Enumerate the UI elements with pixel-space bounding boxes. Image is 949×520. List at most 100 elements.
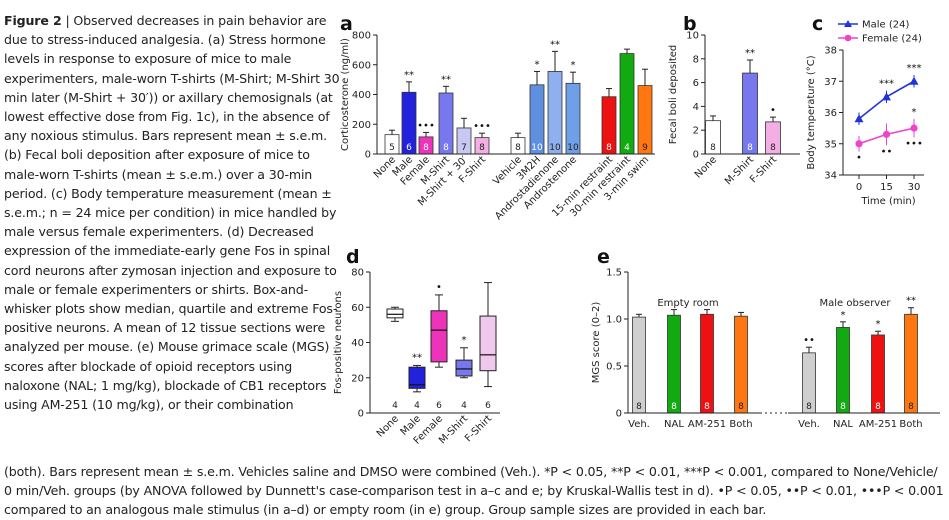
b-y-tick-label: 4	[693, 102, 699, 113]
a-panel-letter: a	[340, 13, 353, 35]
c-panel-letter: c	[812, 13, 823, 35]
b-y-tick-label: 2	[693, 126, 699, 137]
d-y-axis-label: Fos-positive neurons	[333, 291, 344, 394]
d-panel-letter: d	[346, 246, 360, 268]
d-significance: *	[462, 335, 467, 346]
d-y-tick-label: 80	[351, 268, 364, 279]
c-x-axis-label: Time (min)	[860, 196, 915, 207]
d-y-tick-label: 40	[351, 338, 364, 349]
c-significance-dots: •	[856, 153, 862, 164]
figure-caption-bottom: (both). Bars represent mean ± s.e.m. Veh…	[4, 462, 944, 520]
e-sample-size: 8	[636, 402, 642, 412]
e-x-tick-label: Both	[899, 419, 922, 430]
a-sample-size: 8	[423, 143, 429, 153]
d-sample-size: 4	[461, 401, 467, 411]
a-sample-size: 10	[549, 143, 561, 153]
c-y-tick-label: 38	[824, 46, 837, 57]
c-significance: ***	[907, 63, 922, 74]
e-significance: *	[841, 310, 846, 321]
c-legend-label: Male (24)	[862, 20, 909, 31]
b-panel-letter: b	[683, 13, 697, 35]
e-bar	[904, 313, 918, 414]
b-sample-size: 8	[770, 143, 776, 153]
e-group-title: Male observer	[820, 298, 892, 309]
a-y-tick-label: 800	[352, 31, 371, 42]
e-panel-letter: e	[597, 246, 610, 268]
b-y-tick-label: 0	[693, 150, 699, 161]
d-significance-dots: •	[436, 282, 442, 293]
d-box	[386, 308, 404, 319]
b-y-tick-label: 6	[693, 78, 699, 89]
a-y-tick-label: 400	[352, 90, 371, 101]
d-sample-size: 4	[414, 401, 420, 411]
b-x-tick-label: M-Shirt	[723, 154, 756, 187]
a-sample-size: 10	[531, 143, 543, 153]
e-significance: *	[876, 319, 881, 330]
e-sample-size: 8	[806, 402, 812, 412]
a-sample-size: 8	[443, 143, 449, 153]
c-data-point	[855, 140, 863, 148]
e-x-tick-label: NAL	[833, 419, 853, 430]
c-data-point	[910, 124, 918, 132]
e-sample-size: 8	[840, 402, 846, 412]
c-data-point	[854, 114, 864, 123]
caption-bottom-text: (both). Bars represent mean ± s.e.m. Veh…	[4, 464, 944, 518]
c-legend-label: Female (24)	[862, 34, 922, 45]
e-sample-size: 8	[875, 402, 881, 412]
a-sample-size: 8	[606, 143, 612, 153]
e-bar	[836, 327, 850, 414]
figure-caption-side: Figure 2 | Observed decreases in pain be…	[4, 13, 340, 413]
e-x-tick-label: AM-251	[688, 419, 726, 430]
e-bar	[734, 315, 748, 414]
a-y-tick-label: 0	[365, 150, 371, 161]
a-sample-size: 8	[479, 143, 485, 153]
a-bar	[547, 71, 563, 155]
c-significance-dots: •••	[905, 139, 923, 150]
c-legend-marker	[844, 20, 852, 27]
b-significance-dots: •	[770, 105, 776, 116]
a-significance: **	[441, 74, 451, 85]
a-sample-size: 5	[389, 143, 395, 153]
c-y-tick-label: 35	[824, 139, 837, 150]
d-significance: **	[412, 352, 422, 363]
caption-side-text: (a) Stress hormone levels in response to…	[4, 32, 340, 413]
e-significance: **	[906, 296, 916, 307]
e-y-tick-label: 1.0	[606, 315, 622, 326]
a-sample-size: 8	[515, 143, 521, 153]
e-x-tick-label: NAL	[664, 419, 684, 430]
a-significance: *	[571, 60, 576, 71]
e-x-tick-label: AM-251	[859, 419, 897, 430]
b-bar	[742, 72, 758, 155]
e-y-axis-label: MGS score (0–2)	[591, 302, 602, 384]
d-y-tick-label: 20	[351, 373, 364, 384]
c-y-axis-label: Body temperature (°C)	[806, 55, 817, 169]
a-y-tick-label: 600	[352, 60, 371, 71]
c-x-tick-label: 30	[908, 182, 921, 193]
e-bar	[667, 314, 681, 414]
e-sample-size: 8	[671, 402, 677, 412]
c-significance-dots: ••	[881, 146, 893, 157]
c-y-tick-label: 34	[824, 171, 837, 182]
e-bar	[700, 313, 714, 414]
d-x-tick-label: None	[375, 413, 401, 439]
c-significance: ***	[879, 79, 894, 90]
b-y-tick-label: 10	[686, 31, 699, 42]
a-sample-size: 9	[642, 143, 648, 153]
a-y-axis-label: Corticosterone (ng/ml)	[340, 38, 351, 151]
d-box	[408, 366, 426, 389]
a-sample-size: 4	[624, 143, 630, 153]
figure-label: Figure 2	[4, 13, 62, 28]
a-significance: **	[550, 39, 560, 50]
b-y-tick-label: 8	[693, 54, 699, 65]
d-box	[455, 359, 473, 377]
c-legend-marker	[844, 34, 852, 42]
e-significance-dots: ••	[803, 335, 815, 346]
b-y-axis-label: Fecal boli deposited	[668, 45, 679, 145]
c-x-tick-label: 0	[856, 182, 862, 193]
a-sample-size: 6	[406, 143, 412, 153]
c-data-point	[909, 76, 919, 85]
d-x-tick-label: F-Shirt	[463, 413, 494, 444]
b-significance: **	[745, 48, 755, 59]
c-data-point	[882, 92, 891, 101]
